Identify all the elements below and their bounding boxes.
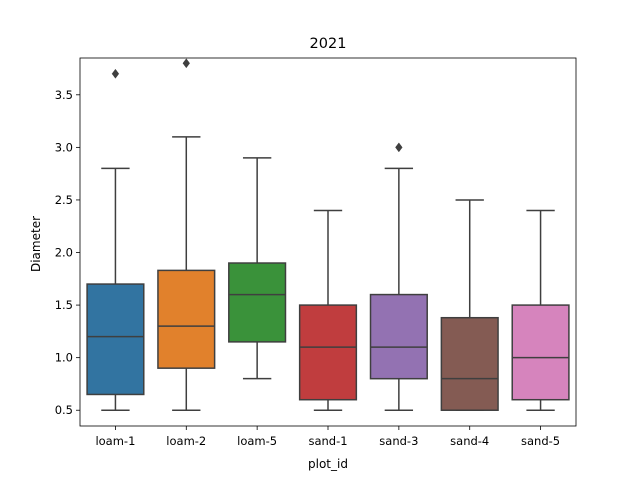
box-sand-3 <box>369 293 428 380</box>
x-tick-label: loam-2 <box>166 434 206 448</box>
x-tick-label: sand-1 <box>308 434 347 448</box>
box-loam-5 <box>228 262 287 343</box>
x-tick-label: sand-5 <box>521 434 560 448</box>
box-loam-1 <box>86 283 145 396</box>
x-tick-label: loam-1 <box>95 434 135 448</box>
y-tick-label: 1.0 <box>55 351 73 365</box>
x-tick-label: sand-4 <box>450 434 489 448</box>
outlier-point <box>111 68 120 79</box>
box-loam-2 <box>157 269 216 369</box>
y-tick-label: 3.0 <box>55 140 73 154</box>
axes-frame <box>79 57 577 427</box>
y-tick-label: 2.5 <box>55 193 73 207</box>
outlier-point <box>395 142 403 153</box>
y-tick-label: 1.5 <box>55 298 73 312</box>
y-tick-label: 3.5 <box>55 88 73 102</box>
box-sand-4 <box>440 316 499 411</box>
plot-area: 0.5 1.0 1.5 2.0 2.5 3.0 3.5 loam-1 loam-2 loam-5 s… <box>55 57 577 448</box>
chart-title: 2021 <box>310 36 347 52</box>
y-tick-label: 2.0 <box>55 246 73 260</box>
outlier-point <box>182 58 190 69</box>
x-tick-label: loam-5 <box>237 434 277 448</box>
x-axis-label: plot_id <box>308 457 348 471</box>
y-tick-label: 0.5 <box>55 403 73 417</box>
x-tick-label: sand-3 <box>379 434 418 448</box>
box-sand-1 <box>298 304 358 401</box>
box-sand-5 <box>511 304 570 401</box>
y-axis-label: Diameter <box>29 216 43 272</box>
